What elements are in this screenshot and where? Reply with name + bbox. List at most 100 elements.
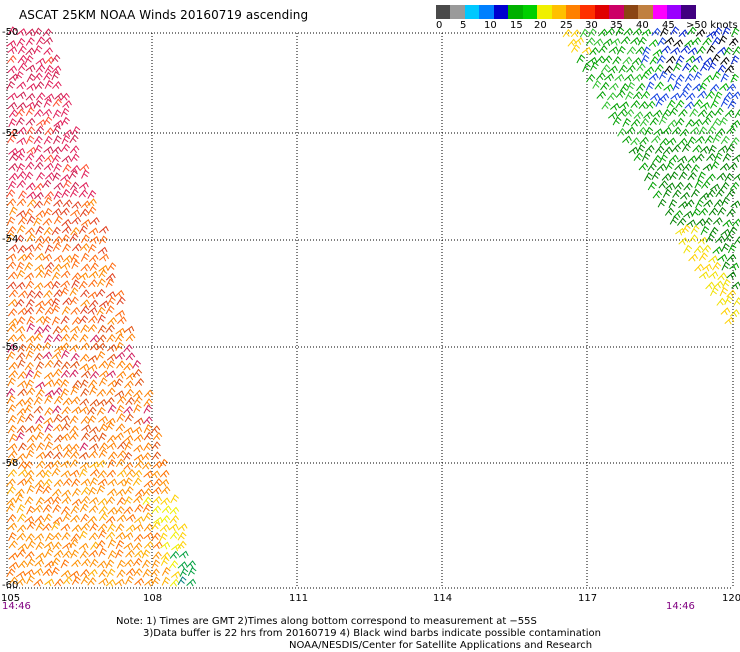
wind-barb — [641, 55, 649, 63]
legend-swatch — [609, 5, 623, 19]
wind-barb — [665, 208, 674, 215]
wind-barb — [36, 553, 45, 560]
wind-barb — [680, 91, 689, 98]
wind-barb — [27, 443, 36, 450]
wind-barb — [17, 550, 26, 557]
wind-barb — [642, 153, 650, 161]
wind-barb — [34, 283, 43, 290]
wind-barb — [733, 47, 740, 55]
wind-barb — [728, 163, 737, 170]
wind-barb — [686, 93, 695, 100]
wind-barb — [610, 104, 619, 111]
wind-barb — [187, 579, 196, 586]
wind-barb — [703, 38, 712, 45]
wind-barb — [710, 85, 719, 92]
wind-barb — [641, 92, 650, 99]
legend-swatch — [436, 5, 450, 19]
wind-barb — [608, 112, 617, 119]
wind-barb — [126, 569, 135, 576]
wind-barb — [135, 505, 143, 512]
wind-barb — [62, 307, 70, 315]
wind-barb — [126, 515, 135, 522]
wind-barb — [125, 442, 133, 450]
wind-barb — [717, 65, 725, 73]
wind-barb — [27, 291, 35, 299]
wind-barb — [108, 479, 117, 486]
wind-barb — [681, 46, 690, 53]
wind-barb — [106, 532, 115, 539]
wind-barb — [8, 66, 17, 73]
wind-barb — [53, 237, 62, 244]
wind-barb — [17, 82, 26, 89]
wind-barb — [45, 245, 53, 253]
wind-barb — [80, 209, 89, 217]
legend-swatch — [681, 5, 695, 19]
wind-barb — [35, 163, 44, 170]
wind-barb — [698, 91, 707, 98]
wind-barb — [18, 345, 26, 353]
wind-barb — [152, 560, 160, 568]
wind-barb — [63, 479, 72, 486]
wind-barb — [152, 442, 161, 449]
wind-barb — [180, 569, 188, 577]
wind-barb — [8, 378, 16, 386]
wind-barb — [44, 38, 53, 45]
wind-barb — [61, 560, 69, 568]
wind-barb — [82, 170, 90, 178]
wind-barb — [81, 264, 90, 271]
wind-barb — [671, 48, 680, 55]
wind-barb — [26, 426, 35, 433]
wind-barb — [142, 560, 150, 568]
wind-barb — [7, 569, 15, 577]
wind-barb — [689, 235, 698, 242]
wind-barb — [160, 525, 169, 532]
wind-barb — [602, 102, 611, 109]
wind-barb — [686, 56, 695, 63]
wind-barb — [44, 291, 53, 298]
wind-barb — [18, 389, 27, 396]
wind-barb — [117, 570, 125, 578]
wind-barb — [679, 238, 688, 245]
wind-barb — [80, 551, 88, 559]
wind-barb — [72, 499, 81, 506]
wind-barb — [725, 66, 734, 73]
wind-barb — [63, 551, 72, 558]
wind-barb — [53, 110, 61, 118]
wind-barb — [7, 82, 15, 90]
wind-barb — [34, 136, 42, 144]
wind-barb — [52, 317, 60, 325]
wind-barb — [108, 540, 116, 548]
wind-barb — [723, 220, 732, 227]
lat-label-54: -54 — [2, 234, 18, 245]
legend-swatch — [580, 5, 594, 19]
wind-barb — [684, 246, 692, 254]
wind-barb — [34, 46, 42, 54]
wind-barb — [657, 56, 665, 64]
wind-barb — [144, 417, 153, 424]
wind-barb — [97, 408, 105, 416]
wind-barb — [685, 102, 694, 109]
wind-barb — [25, 570, 34, 577]
wind-barb — [700, 103, 709, 110]
legend-swatch — [595, 5, 609, 19]
wind-barb — [45, 408, 53, 416]
wind-barb — [162, 506, 171, 513]
wind-barb — [620, 102, 629, 109]
wind-barb — [126, 334, 135, 341]
wind-barb — [685, 74, 693, 82]
wind-barb — [116, 343, 124, 351]
wind-barb — [178, 562, 187, 569]
wind-barb — [699, 253, 707, 261]
wind-barb — [633, 75, 642, 82]
wind-barb — [16, 353, 25, 360]
wind-barb — [9, 119, 17, 127]
wind-barb — [615, 75, 624, 82]
wind-barb — [45, 81, 53, 89]
wind-barb — [709, 256, 718, 263]
wind-barb — [54, 579, 63, 586]
wind-barb — [17, 199, 26, 206]
wind-barb — [644, 112, 653, 119]
wind-barb — [688, 173, 697, 180]
wind-barb — [634, 112, 643, 119]
wind-barb — [97, 352, 105, 360]
